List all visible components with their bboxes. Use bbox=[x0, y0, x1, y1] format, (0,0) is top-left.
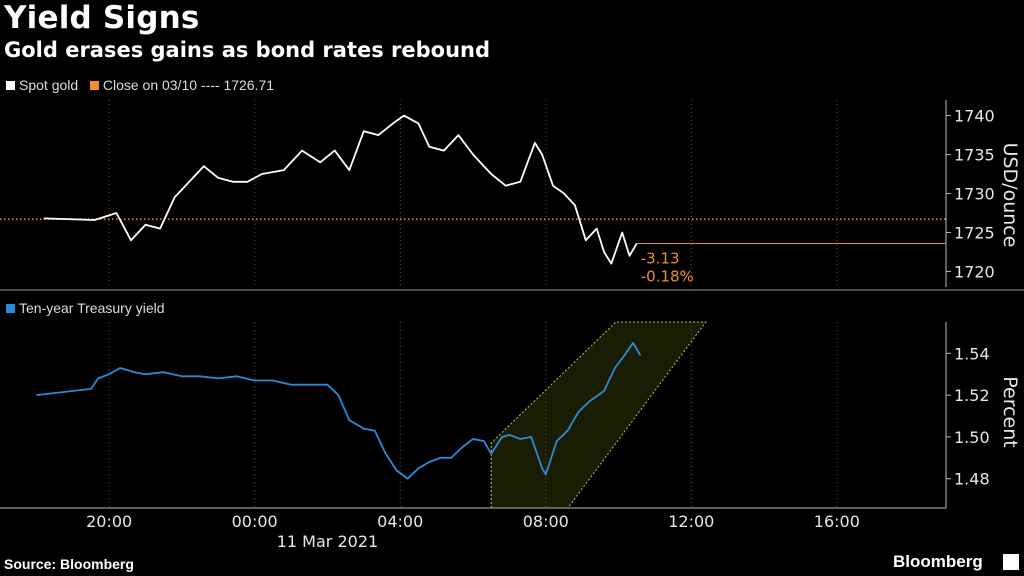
chart-title: Yield Signs bbox=[4, 0, 200, 36]
yield-y-tick-label: 1.54 bbox=[954, 344, 990, 363]
yield-y-tick-label: 1.52 bbox=[954, 386, 990, 405]
gold-y-tick-label: 1730 bbox=[954, 185, 995, 204]
x-tick-label: 16:00 bbox=[814, 512, 860, 531]
gold-legend: Spot gold Close on 03/10 ---- 1726.71 bbox=[6, 77, 274, 93]
spot-gold-legend-label: Spot gold bbox=[19, 77, 79, 93]
x-tick-label: 00:00 bbox=[232, 512, 278, 531]
change-annotation: -3.13 bbox=[641, 250, 680, 268]
x-tick-label: 20:00 bbox=[86, 512, 132, 531]
close-swatch bbox=[89, 81, 99, 90]
yield-legend-label: Ten-year Treasury yield bbox=[19, 300, 165, 316]
x-date-label: 11 Mar 2021 bbox=[277, 532, 378, 551]
brand-mark-icon bbox=[1003, 554, 1019, 570]
gold-y-axis-label: USD/ounce bbox=[999, 143, 1021, 248]
grid-layer bbox=[0, 100, 1024, 509]
treasury-yield-line bbox=[36, 342, 642, 480]
yield-legend: Ten-year Treasury yield bbox=[6, 300, 165, 316]
pct-change-annotation: -0.18% bbox=[641, 268, 694, 286]
yield-y-tick-label: 1.50 bbox=[954, 428, 990, 447]
gold-y-tick-label: 1720 bbox=[954, 262, 995, 281]
gold-y-tick-label: 1735 bbox=[954, 146, 995, 165]
spot-gold-swatch bbox=[6, 81, 15, 90]
source-note: Source: Bloomberg bbox=[4, 556, 134, 572]
x-tick-label: 04:00 bbox=[377, 512, 423, 531]
x-tick-label: 12:00 bbox=[668, 512, 714, 531]
yield-swatch bbox=[6, 304, 15, 313]
x-tick-label: 08:00 bbox=[523, 512, 569, 531]
spot-gold-line bbox=[43, 114, 638, 265]
marks-layer bbox=[0, 114, 946, 509]
yield-trend-channel bbox=[490, 321, 707, 509]
yield-y-tick-label: 1.48 bbox=[954, 470, 990, 489]
yield-y-axis-label: Percent bbox=[999, 376, 1021, 448]
brand-logo: Bloomberg bbox=[893, 552, 983, 571]
gold-y-tick-label: 1740 bbox=[954, 107, 995, 126]
close-legend-label: Close on 03/10 ---- 1726.71 bbox=[102, 77, 275, 93]
chart-subtitle: Gold erases gains as bond rates rebound bbox=[4, 38, 491, 62]
gold-y-tick-label: 1725 bbox=[954, 223, 995, 242]
